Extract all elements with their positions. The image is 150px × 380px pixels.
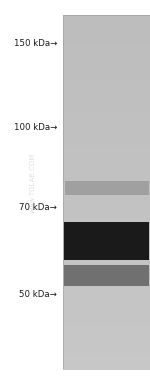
Bar	[63, 42, 150, 46]
Text: 50 kDa→: 50 kDa→	[19, 290, 57, 299]
Bar	[63, 364, 150, 369]
Bar	[63, 165, 150, 170]
Bar	[63, 24, 150, 28]
Bar	[63, 99, 150, 104]
Bar	[63, 179, 150, 183]
Bar	[63, 280, 150, 285]
Bar	[63, 59, 150, 64]
Bar	[63, 271, 150, 276]
Bar	[63, 241, 150, 245]
Bar	[63, 161, 150, 165]
Bar	[63, 183, 150, 187]
Bar	[63, 355, 150, 360]
Bar	[63, 37, 150, 42]
Bar	[64, 181, 148, 195]
Bar	[63, 307, 150, 311]
Bar	[63, 210, 150, 214]
Bar	[63, 232, 150, 236]
Bar	[63, 33, 150, 37]
Bar	[64, 265, 149, 286]
Bar	[63, 90, 150, 95]
Bar	[63, 325, 150, 329]
Text: 100 kDa→: 100 kDa→	[14, 123, 57, 132]
Bar	[63, 126, 150, 130]
Bar	[63, 218, 150, 223]
Bar	[63, 55, 150, 59]
Bar	[63, 263, 150, 267]
Bar	[63, 135, 150, 139]
Bar	[63, 347, 150, 351]
Bar	[63, 351, 150, 355]
Bar	[63, 157, 150, 161]
Bar	[64, 222, 149, 260]
Bar	[63, 46, 150, 51]
Bar	[63, 214, 150, 218]
Bar	[63, 187, 150, 192]
Bar	[63, 117, 150, 121]
Bar	[63, 108, 150, 112]
Bar	[63, 338, 150, 342]
Text: 150 kDa→: 150 kDa→	[14, 39, 57, 48]
Bar	[63, 236, 150, 241]
Bar	[63, 81, 150, 86]
Bar	[63, 285, 150, 289]
Bar	[63, 258, 150, 263]
Bar	[63, 15, 150, 369]
Bar	[63, 293, 150, 298]
Bar	[63, 254, 150, 258]
Bar	[63, 15, 150, 20]
Bar	[63, 249, 150, 254]
Bar	[63, 148, 150, 152]
Text: 70 kDa→: 70 kDa→	[19, 203, 57, 212]
Bar	[63, 51, 150, 55]
Bar	[63, 73, 150, 77]
Bar	[63, 329, 150, 333]
Bar	[63, 112, 150, 117]
Bar	[63, 227, 150, 232]
Bar	[63, 205, 150, 210]
Bar	[63, 103, 150, 108]
Bar	[63, 201, 150, 205]
Bar	[63, 311, 150, 315]
Text: www.TGLAB.COM: www.TGLAB.COM	[30, 152, 36, 212]
Bar	[63, 152, 150, 157]
Bar	[63, 196, 150, 201]
Bar	[63, 143, 150, 148]
Bar	[63, 333, 150, 338]
Bar	[63, 121, 150, 126]
Bar	[63, 223, 150, 227]
Bar	[63, 139, 150, 143]
Bar	[63, 28, 150, 33]
Bar	[63, 276, 150, 280]
Bar	[63, 342, 150, 347]
Bar	[63, 174, 150, 179]
Bar	[63, 20, 150, 24]
Bar	[63, 298, 150, 302]
Bar	[63, 95, 150, 99]
Bar	[63, 130, 150, 135]
Bar	[63, 77, 150, 81]
Bar	[63, 320, 150, 325]
Bar	[63, 68, 150, 73]
Bar	[63, 245, 150, 249]
Bar	[63, 316, 150, 320]
Bar	[63, 360, 150, 364]
Bar	[63, 64, 150, 68]
Bar	[63, 192, 150, 196]
Bar	[63, 302, 150, 307]
Bar	[63, 267, 150, 271]
Bar	[63, 170, 150, 174]
Bar	[63, 289, 150, 293]
Bar	[63, 86, 150, 90]
